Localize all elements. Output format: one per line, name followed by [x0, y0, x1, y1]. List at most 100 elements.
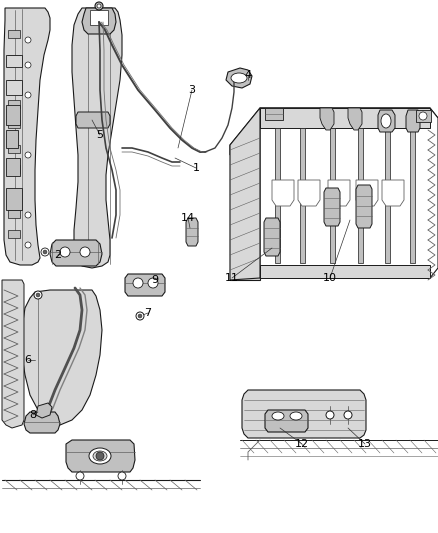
- Polygon shape: [242, 390, 366, 438]
- Bar: [8, 80, 20, 88]
- Circle shape: [326, 411, 334, 419]
- Polygon shape: [356, 180, 378, 206]
- Polygon shape: [356, 185, 372, 228]
- Polygon shape: [82, 8, 116, 34]
- Text: 6: 6: [25, 355, 32, 365]
- Text: 10: 10: [323, 273, 337, 283]
- Bar: [8, 55, 20, 63]
- Bar: [416, 110, 431, 122]
- Ellipse shape: [93, 451, 107, 461]
- Text: 1: 1: [192, 163, 199, 173]
- Circle shape: [36, 293, 40, 297]
- Polygon shape: [2, 280, 24, 428]
- Polygon shape: [36, 403, 52, 418]
- Polygon shape: [265, 410, 308, 432]
- Bar: [260, 108, 430, 128]
- Bar: [8, 190, 20, 198]
- Bar: [260, 265, 430, 278]
- Polygon shape: [230, 108, 260, 280]
- Polygon shape: [66, 440, 135, 472]
- Circle shape: [419, 112, 427, 120]
- Polygon shape: [76, 112, 110, 128]
- Polygon shape: [72, 8, 122, 268]
- Polygon shape: [298, 180, 320, 206]
- Bar: [330, 128, 335, 263]
- Circle shape: [96, 452, 104, 460]
- Polygon shape: [272, 180, 294, 206]
- Circle shape: [344, 411, 352, 419]
- Bar: [8, 230, 20, 238]
- Text: 8: 8: [29, 410, 36, 420]
- Circle shape: [95, 2, 103, 10]
- Polygon shape: [226, 68, 252, 88]
- Ellipse shape: [89, 448, 111, 464]
- Bar: [6, 80, 22, 95]
- Polygon shape: [324, 188, 340, 226]
- Circle shape: [43, 250, 47, 254]
- Polygon shape: [186, 218, 198, 246]
- Polygon shape: [320, 108, 334, 130]
- Polygon shape: [348, 108, 362, 130]
- Circle shape: [25, 37, 31, 43]
- Polygon shape: [382, 180, 404, 206]
- Polygon shape: [22, 290, 102, 425]
- Circle shape: [25, 212, 31, 218]
- Polygon shape: [264, 218, 280, 256]
- Text: 7: 7: [145, 308, 152, 318]
- Circle shape: [25, 242, 31, 248]
- Text: 14: 14: [181, 213, 195, 223]
- Bar: [385, 128, 390, 263]
- Circle shape: [133, 278, 143, 288]
- Bar: [8, 145, 20, 153]
- Circle shape: [76, 472, 84, 480]
- Bar: [8, 165, 20, 173]
- Circle shape: [25, 152, 31, 158]
- Circle shape: [60, 247, 70, 257]
- Polygon shape: [378, 110, 395, 132]
- Text: 11: 11: [225, 273, 239, 283]
- Bar: [275, 128, 280, 263]
- Bar: [8, 30, 20, 38]
- Polygon shape: [125, 274, 165, 296]
- Circle shape: [41, 248, 49, 256]
- Polygon shape: [328, 180, 350, 206]
- Circle shape: [136, 312, 144, 320]
- Text: 13: 13: [358, 439, 372, 449]
- Bar: [6, 105, 20, 125]
- Bar: [6, 188, 22, 210]
- Ellipse shape: [231, 73, 247, 83]
- Polygon shape: [50, 240, 102, 266]
- Polygon shape: [230, 108, 438, 155]
- Bar: [8, 120, 20, 128]
- Polygon shape: [406, 110, 420, 132]
- Circle shape: [138, 314, 142, 318]
- Bar: [6, 55, 22, 67]
- Bar: [265, 108, 283, 120]
- Circle shape: [34, 291, 42, 299]
- Bar: [6, 130, 18, 148]
- Bar: [90, 10, 108, 25]
- Circle shape: [97, 4, 101, 8]
- Bar: [300, 128, 305, 263]
- Bar: [6, 158, 20, 176]
- Text: 5: 5: [96, 130, 103, 140]
- Text: 3: 3: [188, 85, 195, 95]
- Circle shape: [118, 472, 126, 480]
- Text: 2: 2: [54, 250, 62, 260]
- Text: 12: 12: [295, 439, 309, 449]
- Polygon shape: [260, 108, 438, 278]
- Circle shape: [25, 92, 31, 98]
- Bar: [358, 128, 363, 263]
- Polygon shape: [24, 412, 60, 433]
- Bar: [8, 100, 20, 108]
- Ellipse shape: [290, 412, 302, 420]
- Ellipse shape: [381, 114, 391, 128]
- Text: 9: 9: [152, 275, 159, 285]
- Circle shape: [148, 278, 158, 288]
- Ellipse shape: [272, 412, 284, 420]
- Text: 4: 4: [244, 70, 251, 80]
- Circle shape: [25, 62, 31, 68]
- Bar: [410, 128, 415, 263]
- Polygon shape: [230, 140, 260, 280]
- Bar: [8, 210, 20, 218]
